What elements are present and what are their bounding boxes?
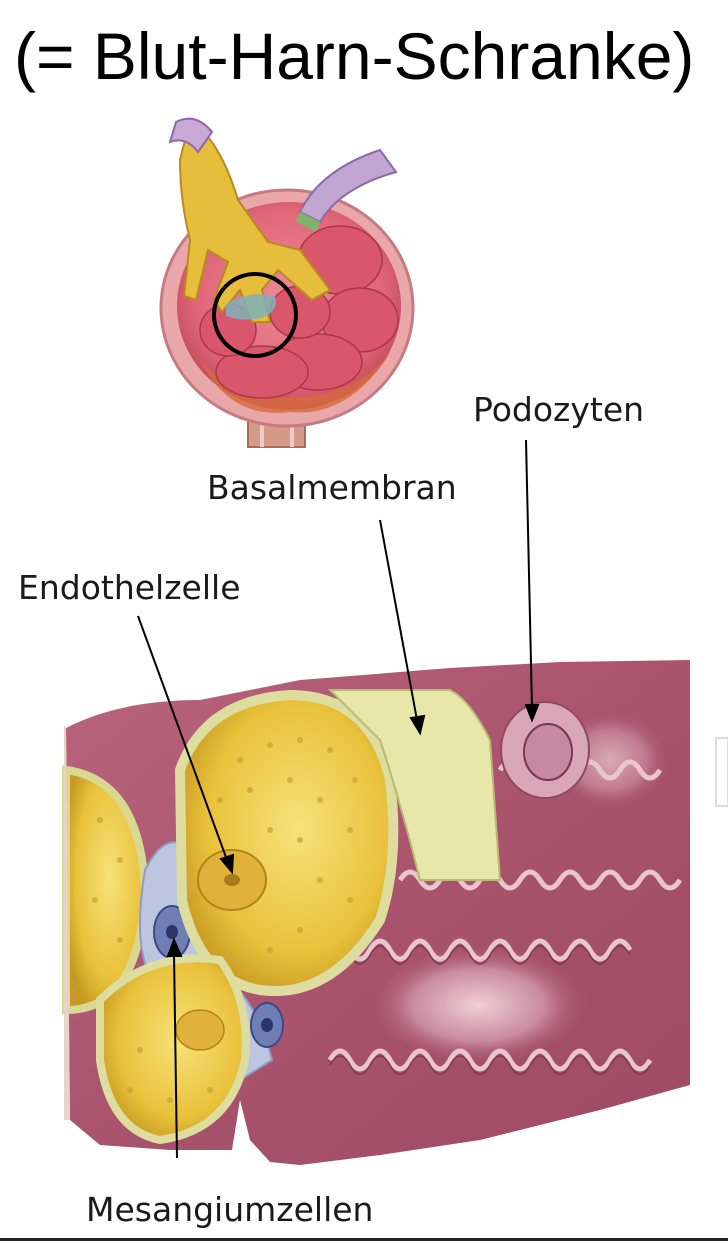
pointer-mesangiumzellen [166,937,183,1159]
glomerulus-overview [159,117,415,448]
pointer-basalmembran [379,519,426,736]
label-basalmembran: Basalmembran [207,468,457,507]
filtration-barrier-section [62,660,690,1165]
pointer-podozyten [524,439,540,723]
label-podozyten: Podozyten [473,390,645,429]
label-mesangiumzellen: Mesangiumzellen [86,1190,374,1229]
page-title: (= Blut-Harn-Schranke) [14,19,695,93]
bottom-divider [0,1238,728,1241]
label-endothelzelle: Endothelzelle [18,568,241,607]
edge-frame [715,737,728,807]
pointer-lines [137,439,540,1159]
pointer-endothelzelle [137,615,235,875]
highlight-circle [212,272,298,358]
